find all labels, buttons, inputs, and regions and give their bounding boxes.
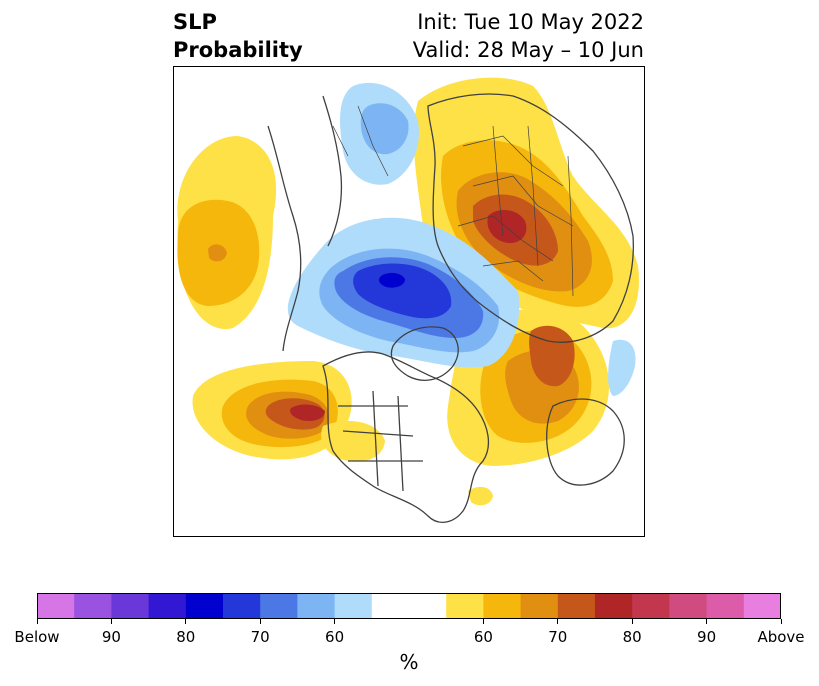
colorbar-bin [446, 593, 484, 619]
colorbar-bin [260, 593, 298, 619]
colorbar-tick [482, 619, 484, 624]
region-arctic-below-core [353, 263, 452, 319]
colorbar-bin [706, 593, 745, 619]
colorbar-bin [37, 593, 75, 619]
valid-period: Valid: 28 May – 10 Jun [412, 38, 644, 62]
colorbar-bin [74, 593, 112, 619]
colorbar-tick-label: 90 [101, 628, 121, 646]
region-ne-pacific-red [290, 404, 325, 421]
colorbar-tick-label: 60 [325, 628, 345, 646]
colorbar-tick [36, 619, 38, 624]
colorbar-tick [631, 619, 633, 624]
region-arctic-below-dark [378, 272, 405, 288]
colorbar-tick [706, 619, 708, 624]
colorbar-tick-label: 70 [250, 628, 270, 646]
colorbar-tick-label: 60 [473, 628, 493, 646]
colorbar-tick [334, 619, 336, 624]
colorbar-bins [37, 593, 781, 619]
title-right: Init: Tue 10 May 2022 Valid: 28 May – 10… [413, 8, 644, 64]
colorbar-tick [259, 619, 261, 624]
colorbar-bin [148, 593, 187, 619]
region-caribbean-above [468, 486, 493, 506]
colorbar-tick [557, 619, 559, 624]
colorbar-bin [371, 593, 410, 619]
colorbar-bin [223, 593, 261, 619]
title-variable: SLP [173, 10, 217, 34]
region-siberia-above-red [487, 209, 527, 244]
colorbar-bin [297, 593, 336, 619]
region-us-west-above [321, 421, 385, 462]
colorbar-bin [595, 593, 633, 619]
colorbar-bin [185, 593, 224, 619]
region-west-above-spot [208, 244, 227, 262]
probability-map [173, 66, 645, 537]
colorbar [37, 593, 781, 619]
title-left: SLP Probability [173, 8, 303, 64]
colorbar-bin [334, 593, 373, 619]
colorbar-border [37, 593, 781, 619]
colorbar-bin [409, 593, 447, 619]
region-atlantic-above-brown [529, 325, 575, 387]
colorbar-tick [780, 619, 782, 624]
colorbar-bin [632, 593, 670, 619]
colorbar-tick-label: Below [14, 628, 60, 646]
colorbar-bin [743, 593, 781, 619]
colorbar-bin [669, 593, 708, 619]
colorbar-tick-label: 80 [176, 628, 196, 646]
region-arctic-below-north-mid [360, 103, 409, 155]
colorbar-tick-label: 80 [622, 628, 642, 646]
colorbar-bin [111, 593, 150, 619]
region-east-below [608, 339, 636, 396]
title-type: Probability [173, 38, 303, 62]
colorbar-tick [110, 619, 112, 624]
colorbar-unit: % [399, 650, 419, 674]
colorbar-tick-label: 90 [697, 628, 717, 646]
colorbar-tick-label: 70 [548, 628, 568, 646]
init-date: Init: Tue 10 May 2022 [417, 10, 644, 34]
colorbar-bin [483, 593, 522, 619]
colorbar-bin [557, 593, 596, 619]
colorbar-tick [185, 619, 187, 624]
colorbar-bin [520, 593, 559, 619]
colorbar-tick-label: Above [757, 628, 805, 646]
